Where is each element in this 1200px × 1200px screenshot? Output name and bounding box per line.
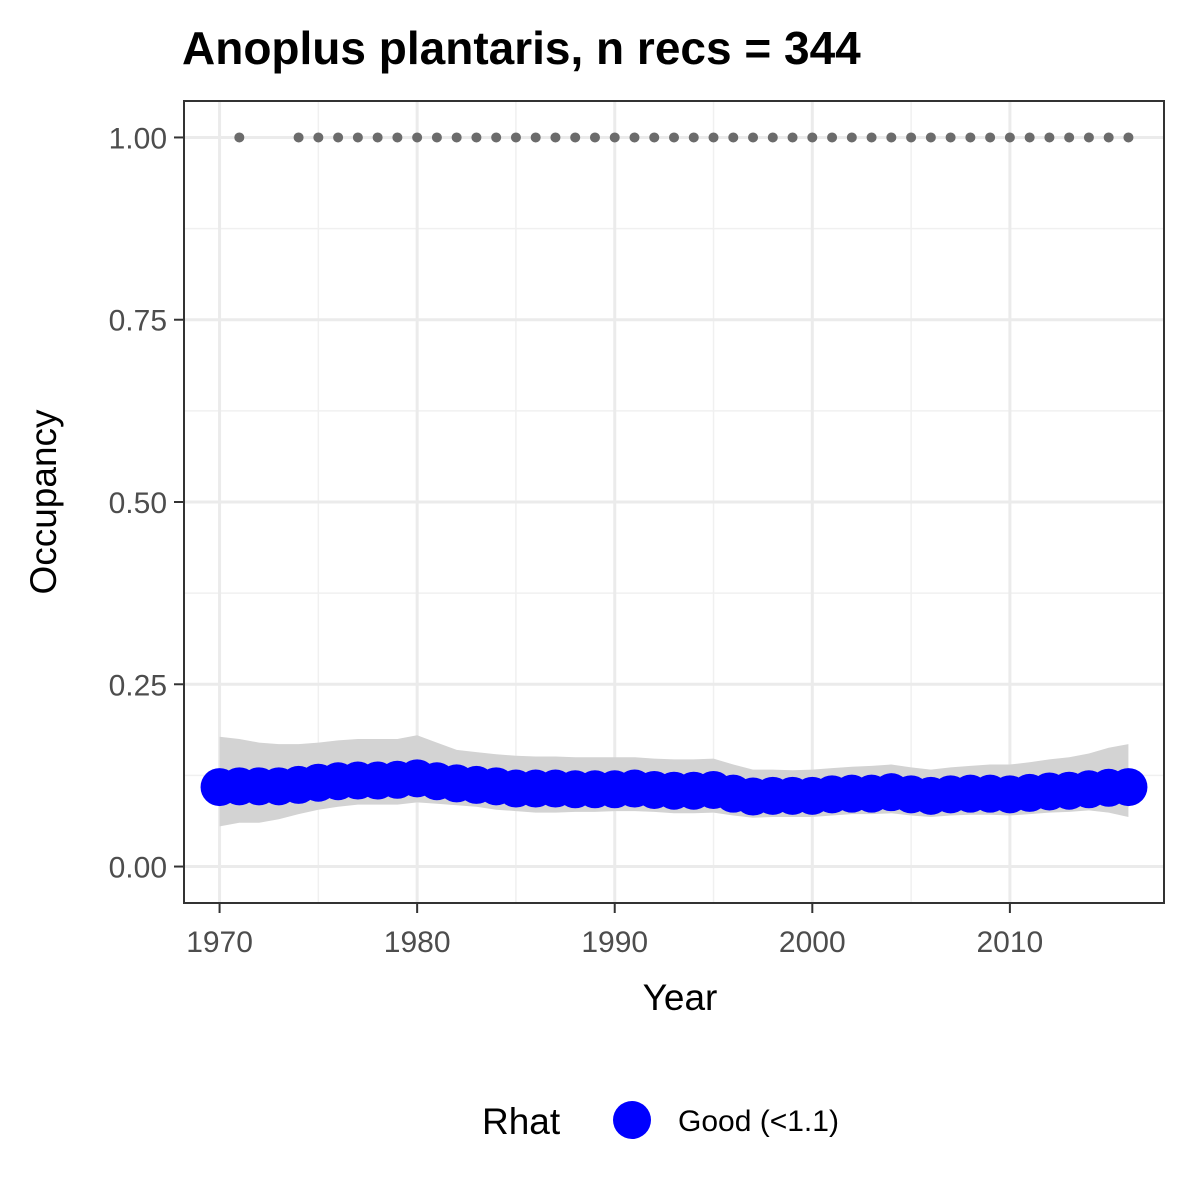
x-tick-label: 1970 xyxy=(186,926,253,959)
record-point xyxy=(827,132,838,143)
x-tick-label: 2010 xyxy=(977,926,1044,959)
legend-key-good xyxy=(613,1101,651,1139)
y-axis-label: Occupancy xyxy=(23,409,64,595)
record-point xyxy=(708,132,719,143)
record-point xyxy=(412,132,423,143)
record-point xyxy=(945,132,956,143)
record-point xyxy=(728,132,739,143)
record-point xyxy=(431,132,442,143)
record-point xyxy=(333,132,344,143)
record-point xyxy=(629,132,640,143)
y-tick-label: 0.25 xyxy=(109,669,167,702)
record-point xyxy=(965,132,976,143)
legend-label-good: Good (<1.1) xyxy=(678,1105,839,1138)
record-point xyxy=(1064,132,1075,143)
record-point xyxy=(510,132,521,143)
y-tick-label: 1.00 xyxy=(109,122,167,155)
record-point xyxy=(550,132,561,143)
x-tick-label: 1980 xyxy=(384,926,451,959)
record-point xyxy=(491,132,502,143)
record-point xyxy=(1083,132,1094,143)
y-tick-label: 0.50 xyxy=(109,487,167,520)
x-tick-label: 2000 xyxy=(779,926,846,959)
record-point xyxy=(787,132,798,143)
record-point xyxy=(807,132,818,143)
legend: Rhat Good (<1.1) xyxy=(482,1101,839,1142)
record-points-layer xyxy=(234,132,1134,143)
record-point xyxy=(688,132,699,143)
record-point xyxy=(886,132,897,143)
legend-title: Rhat xyxy=(482,1101,561,1142)
occupancy-point xyxy=(1109,768,1148,807)
x-axis-label: Year xyxy=(643,977,718,1018)
record-point xyxy=(925,132,936,143)
record-point xyxy=(1024,132,1035,143)
record-point xyxy=(372,132,383,143)
record-point xyxy=(293,132,304,143)
record-point xyxy=(234,132,245,143)
y-tick-label: 0.00 xyxy=(109,852,167,885)
x-tick-label: 1990 xyxy=(581,926,648,959)
occupancy-series-layer xyxy=(200,759,1148,816)
record-point xyxy=(1123,132,1134,143)
y-tick-label: 0.75 xyxy=(109,305,167,338)
record-point xyxy=(1103,132,1114,143)
axes: 1970 1980 1990 2000 2010 0.00 0.25 0.50 0.75 1.00 xyxy=(109,122,1044,959)
record-point xyxy=(471,132,482,143)
record-point xyxy=(669,132,679,143)
record-point xyxy=(451,132,462,143)
record-point xyxy=(748,132,759,143)
record-point xyxy=(352,132,363,143)
record-point xyxy=(649,132,660,143)
record-point xyxy=(1004,132,1015,143)
record-point xyxy=(609,132,620,143)
chart-title: Anoplus plantaris, n recs = 344 xyxy=(182,22,861,74)
record-point xyxy=(985,132,996,143)
record-point xyxy=(1044,132,1055,143)
record-point xyxy=(589,132,600,143)
record-point xyxy=(392,132,403,143)
record-point xyxy=(866,132,877,143)
record-point xyxy=(313,132,324,143)
record-point xyxy=(767,132,778,143)
record-point xyxy=(846,132,857,143)
record-point xyxy=(906,132,917,143)
record-point xyxy=(570,132,581,143)
record-point xyxy=(530,132,541,143)
